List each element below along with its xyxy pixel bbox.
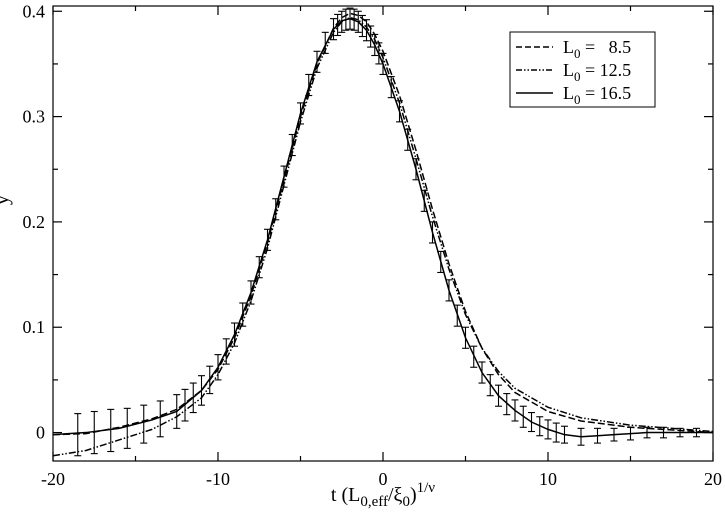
error-bar [495,384,502,407]
error-bar [74,413,82,457]
error-bar [511,399,519,422]
x-tick-label: 10 [539,469,557,489]
x-label-close: ) [410,484,417,506]
x-tick-label: 20 [704,469,722,489]
error-bar [140,404,148,444]
error-bar [222,338,230,365]
error-bar [206,365,214,395]
x-tick-label: -10 [206,469,230,489]
x-label-sub1: 0,eff [360,494,388,510]
error-bar [272,198,280,221]
y-tick-label: 0.1 [23,317,46,337]
error-bar [594,427,601,444]
legend-box [509,31,656,108]
error-bar [660,426,667,439]
error-bar [358,14,366,38]
x-tick-label: -20 [41,469,65,489]
error-bar [297,102,304,125]
error-bar [280,165,288,188]
error-bar [486,374,494,397]
error-bar [375,42,383,65]
error-bar [503,393,511,416]
error-bar [247,280,255,305]
error-bar [404,128,412,151]
error-bar [420,189,428,212]
y-axis-label: y [0,195,13,205]
error-bar [528,412,535,433]
error-bar [429,221,436,244]
x-axis-label: t (L0,eff/ξ0)1/ν [331,480,435,510]
error-bar [367,25,375,48]
error-bar [214,354,222,381]
error-bar [676,427,684,438]
error-bar [334,13,342,37]
legend-label-8.5: L0 = 8.5 [563,37,631,61]
error-bar [173,394,181,429]
error-bar [156,400,164,438]
error-bar [396,100,403,123]
error-bar [412,158,420,181]
error-bar [462,326,469,349]
error-bar [437,250,445,274]
error-bar [519,405,527,428]
error-bar [346,7,354,30]
error-bar [350,8,358,31]
error-bar [255,256,263,279]
error-bar [693,427,700,438]
error-bar [321,31,329,54]
y-tick-label: 0.2 [23,212,46,232]
error-bar [577,427,585,446]
error-bar [288,133,296,157]
y-tick-label: 0.3 [23,107,46,127]
error-bar [610,427,618,442]
error-bar [338,10,346,33]
x-label-mid: /ξ [388,484,403,506]
error-bar [181,388,189,422]
error-bar [239,302,247,327]
error-bar [342,8,350,31]
legend-label-12.5: L0 = 12.5 [563,60,631,84]
error-bar [445,279,453,302]
error-bar [552,422,560,443]
error-bar [371,33,379,57]
error-bar [470,345,478,368]
x-label-base: t (L [331,484,360,506]
x-label-sup: 1/ν [417,480,436,496]
error-bar [387,76,395,99]
error-bar [231,322,238,347]
error-bar [123,407,131,449]
legend: L0 = 8.5 L0 = 12.5 L0 = 16.5 [509,31,656,108]
error-bar [544,419,552,440]
error-bar [264,228,271,251]
legend-label-16.5: L0 = 16.5 [563,83,631,107]
error-bar [643,426,651,439]
error-bar [478,361,486,384]
error-bar [305,73,313,97]
x-label-sub2: 0 [402,494,410,510]
error-bar [330,18,337,41]
error-bar [107,408,115,453]
error-bar [198,375,205,406]
error-bar [627,426,634,441]
error-bar [313,50,321,73]
error-bar [90,410,98,455]
error-bar [379,52,387,76]
y-tick-label: 0 [36,423,45,443]
error-bar [354,10,362,33]
error-bar [536,416,544,437]
error-bar [561,425,568,444]
errorbar-layer [74,7,700,457]
tick-layer: -20 -10 0 10 20 0 0.1 0.2 0.3 0.4 [23,1,723,489]
error-bar [363,19,370,42]
error-bar [189,382,197,414]
y-tick-label: 0.4 [23,1,46,21]
x-tick-label: 0 [379,469,388,489]
error-bar [453,304,461,327]
